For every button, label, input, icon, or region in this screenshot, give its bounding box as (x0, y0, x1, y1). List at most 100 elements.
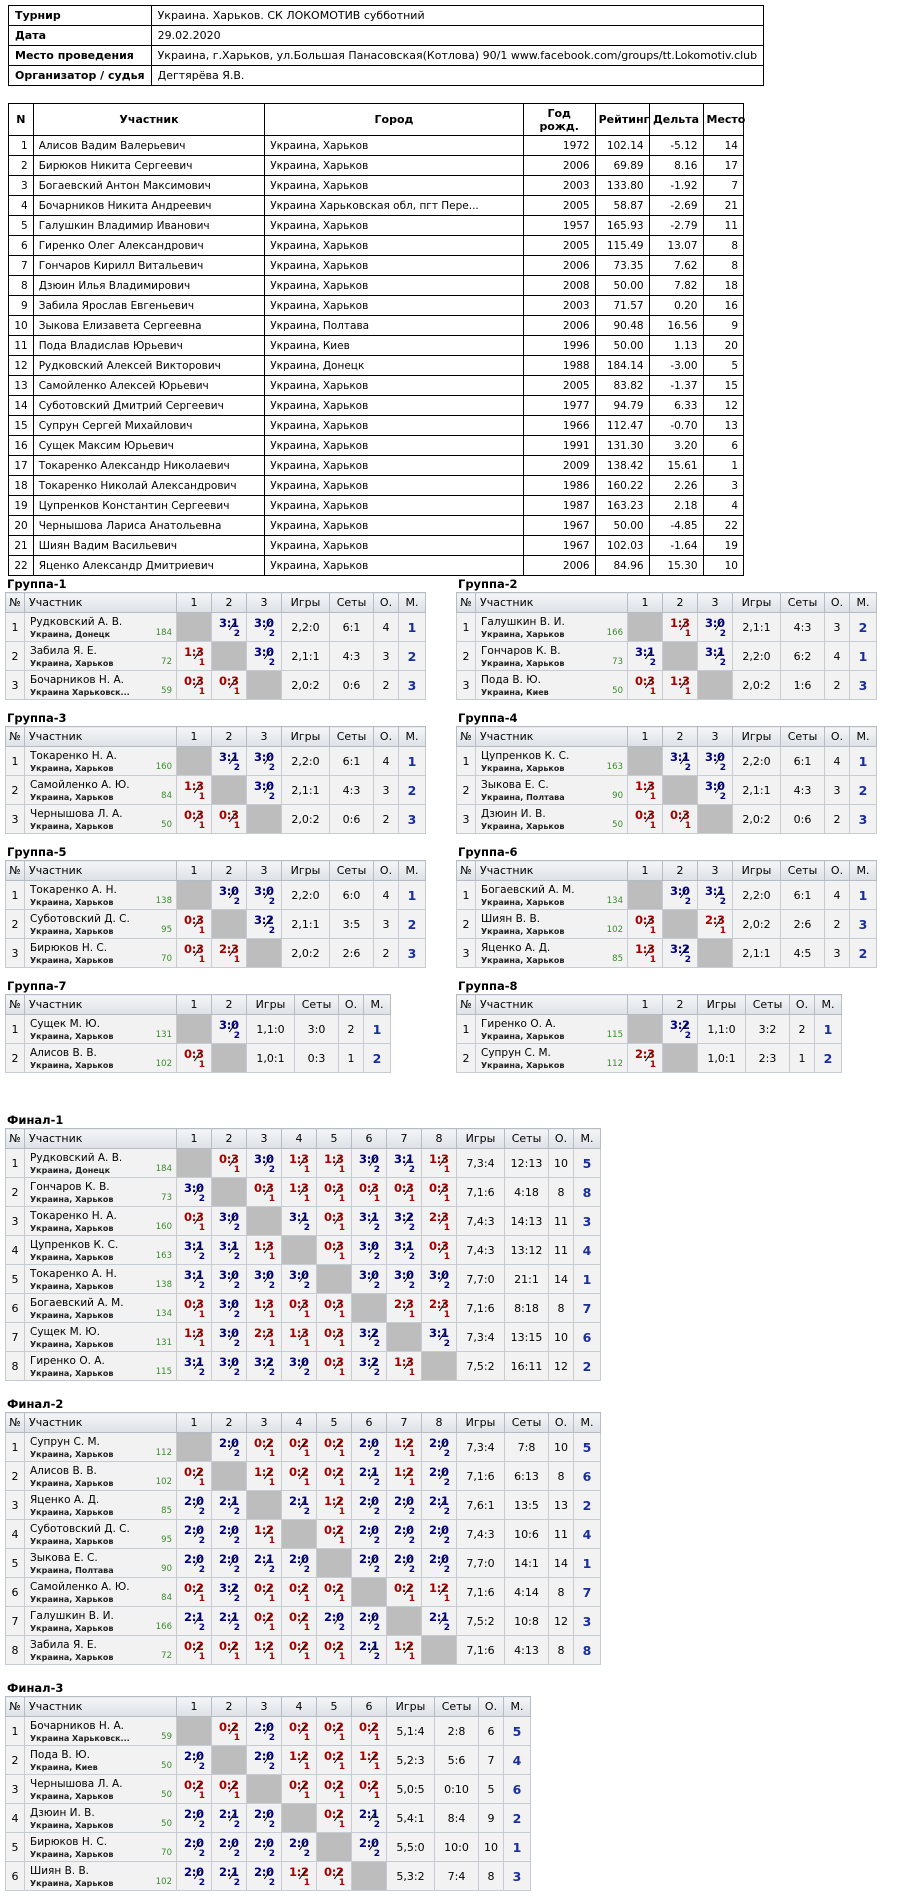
match-points: 1 (719, 926, 726, 936)
header-opponent: 1 (627, 592, 663, 613)
header-sets: Сеты (780, 592, 825, 613)
match-result: 0:3 1 (177, 671, 211, 699)
match-points: 2 (373, 1478, 380, 1488)
player-delta: 15.30 (648, 555, 704, 576)
group-2-table: № Участник 1 2 3 Игры Сеты О. М. 1 Галушкин В. И. У… (456, 592, 877, 700)
match-score: 0:2 (394, 1581, 414, 1595)
header-opponent: 3 (246, 592, 282, 613)
player-rating: 115 (155, 1367, 172, 1377)
player-rating: 95 (161, 1535, 172, 1545)
match-points: 2 (373, 1252, 380, 1262)
match-score: 0:2 (324, 1639, 344, 1653)
match-result-cell: 3:1 2 (662, 746, 698, 776)
self-match-cell (627, 746, 663, 776)
self-match-cell (176, 1716, 212, 1746)
player-city: Украина, Донецк (264, 355, 524, 376)
row-number: 3 (5, 938, 25, 968)
match-result: 0:2 1 (282, 1717, 316, 1745)
player-cell: Цупренков К. С. Украина, Харьков 163 (24, 1235, 177, 1265)
table-header: № Участник 1 2 Игры Сеты О. М. (5, 994, 391, 1015)
match-points: 2 (268, 1368, 275, 1378)
player-name: Супрун Сергей Михайлович (32, 415, 266, 436)
match-score: 2:0 (359, 1494, 379, 1508)
match-points: 1 (443, 1594, 450, 1604)
participants-table: N Участник Город Год рожд. Рейтинг Дельта Мест… (8, 103, 745, 576)
header-place: М. (398, 592, 426, 613)
sets-value: 2:8 (434, 1716, 479, 1746)
self-match-cell (421, 1351, 457, 1381)
participant-row: 4 Бочарников Никита Андреевич Украина Харь… (8, 195, 744, 216)
self-match-cell (176, 1014, 212, 1044)
match-score: 1:3 (635, 779, 655, 793)
row-number: 8 (5, 1635, 25, 1665)
player-city: Украина, Харьков (481, 1061, 565, 1070)
match-score: 0:3 (394, 1181, 414, 1195)
match-result: 3:1 2 (387, 1236, 421, 1264)
player-city: Украина, Харьков (264, 235, 524, 256)
match-score: 1:2 (254, 1639, 274, 1653)
place-value: 2 (398, 641, 426, 671)
match-result-cell: 2:3 1 (211, 938, 247, 968)
player-name: Сущек М. Ю. (30, 1018, 100, 1030)
match-score: 2:0 (219, 1552, 239, 1566)
match-result-cell: 2:0 2 (281, 1548, 317, 1578)
match-points: 2 (443, 1565, 450, 1575)
match-points: 2 (373, 1652, 380, 1662)
match-points: 1 (198, 1060, 205, 1070)
player-name: Пода В. Ю. (30, 1749, 90, 1761)
match-result-cell: 3:0 2 (246, 880, 282, 910)
match-points: 1 (338, 1594, 345, 1604)
player-number: 22 (8, 555, 34, 576)
match-points: 1 (303, 1878, 310, 1888)
table-row: 2 Супрун С. М. Украина, Харьков 112 2:3 1 1,0:… (456, 1043, 842, 1073)
match-score: 3:2 (394, 1210, 414, 1224)
player-number: 8 (8, 275, 34, 296)
table-row: 3 Бирюков Н. С. Украина, Харьков 70 0:3 1 2:3 1… (5, 938, 426, 968)
player-name: Сущек Максим Юрьевич (32, 435, 266, 456)
row-number: 4 (5, 1803, 25, 1833)
match-score: 3:0 (219, 1018, 239, 1032)
match-result: 2:0 2 (422, 1549, 456, 1577)
match-result-cell: 0:3 1 (316, 1322, 352, 1352)
player-birth-year: 2008 (522, 275, 596, 296)
player-city: Украина, Харьков (30, 659, 114, 668)
table-row: 6 Шиян В. В. Украина, Харьков 102 2:0 2 2:1 2 2:… (5, 1861, 531, 1891)
match-score: 3:1 (219, 1239, 239, 1253)
match-result-cell: 3:1 2 (211, 746, 247, 776)
player-place: 14 (702, 135, 744, 156)
match-result-cell: 2:0 2 (386, 1490, 422, 1520)
games-value: 2,0:2 (281, 804, 330, 834)
column-header: Рейтинг (594, 103, 650, 136)
games-value: 2,0:2 (732, 909, 781, 939)
player-rating: 112 (155, 1448, 172, 1458)
match-points: 2 (268, 1820, 275, 1830)
games-value: 7,1:6 (456, 1177, 505, 1207)
column-header: N (8, 103, 34, 136)
player-delta: -1.37 (648, 375, 704, 396)
player-rating: 50 (161, 1761, 172, 1771)
match-result-cell: 3:0 2 (281, 1351, 317, 1381)
match-result-cell: 3:1 2 (176, 1264, 212, 1294)
header-opponent: 7 (386, 1412, 422, 1433)
match-score: 3:0 (254, 750, 274, 764)
match-result-cell: 0:3 1 (421, 1177, 457, 1207)
match-result-cell: 2:0 2 (316, 1606, 352, 1636)
self-match-cell (351, 1861, 387, 1891)
match-score: 0:3 (324, 1210, 344, 1224)
match-result-cell: 2:0 2 (246, 1803, 282, 1833)
player-rating: 84 (161, 1593, 172, 1603)
table-row: 7 Галушкин В. И. Украина, Харьков 166 2:1 2 2:… (5, 1606, 601, 1636)
header-games: Игры (732, 726, 781, 747)
row-number: 3 (5, 670, 25, 700)
place-value: 5 (573, 1148, 601, 1178)
player-delta: -1.64 (648, 535, 704, 556)
match-score: 1:3 (289, 1181, 309, 1195)
match-result: 3:1 2 (177, 1265, 211, 1293)
player-cell: Алисов В. В. Украина, Харьков 102 (24, 1043, 177, 1073)
player-rating: 102.03 (594, 535, 650, 556)
points-value: 12 (548, 1606, 574, 1636)
place-value: 2 (363, 1043, 391, 1073)
header-opponent: 1 (627, 726, 663, 747)
group-9-title: Финал-1 (7, 1113, 64, 1127)
match-result: 0:3 1 (177, 910, 211, 938)
